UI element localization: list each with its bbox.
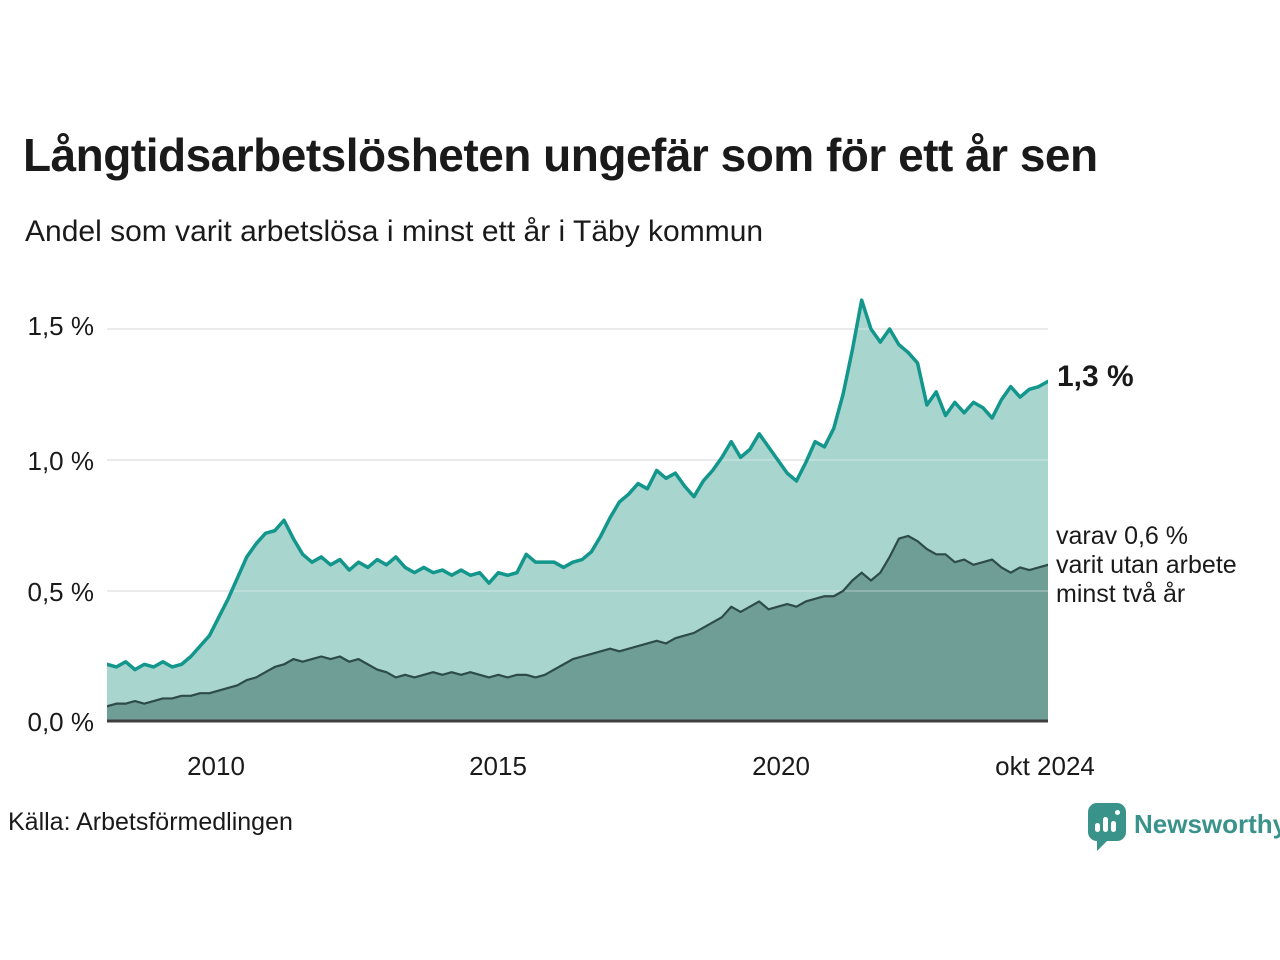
annotation-line-1: varav 0,6 % [1056,522,1189,550]
page-title: Långtidsarbetslösheten ungefär som för e… [23,129,1098,181]
newsworthy-wordmark: Newsworthy [1134,809,1280,839]
annotation-line-3: minst två år [1056,580,1186,608]
area-fill-unemployed-two-years [107,535,1048,722]
y-axis-tick-0-0: 0,0 % [27,707,95,737]
annotation-line-2: varit utan arbete [1056,551,1237,579]
logo-bar-short [1095,823,1100,832]
logo-exclamation-dot [1115,810,1120,815]
y-axis-tick-1-0: 1,0 % [27,446,95,476]
line-unemployed-two-years [107,534,1048,708]
logo-bar-medium [1111,821,1116,832]
newsworthy-bubble-barchart-icon [1088,803,1126,841]
area-chart-plot [107,298,1048,723]
x-axis-tick-2010: 2010 [187,751,245,781]
line-unemployed-one-year [107,298,1048,672]
source-note: Källa: Arbetsförmedlingen [8,808,293,836]
x-axis-tick-okt-2024: okt 2024 [995,751,1095,781]
y-axis-tick-0-5: 0,5 % [27,577,95,607]
annotation-latest-value: 1,3 % [1057,360,1134,393]
logo-speech-bubble-tail [1097,840,1108,851]
x-axis-tick-2020: 2020 [752,751,810,781]
newsworthy-logo: Newsworthy [1088,803,1280,853]
annotation-two-year-share: varav 0,6 % varit utan arbete minst två … [1056,522,1237,609]
logo-bar-tall [1103,817,1108,832]
y-axis-tick-1-5: 1,5 % [27,311,95,341]
page-subtitle: Andel som varit arbetslösa i minst ett å… [25,215,764,248]
x-axis-tick-2015: 2015 [469,751,527,781]
